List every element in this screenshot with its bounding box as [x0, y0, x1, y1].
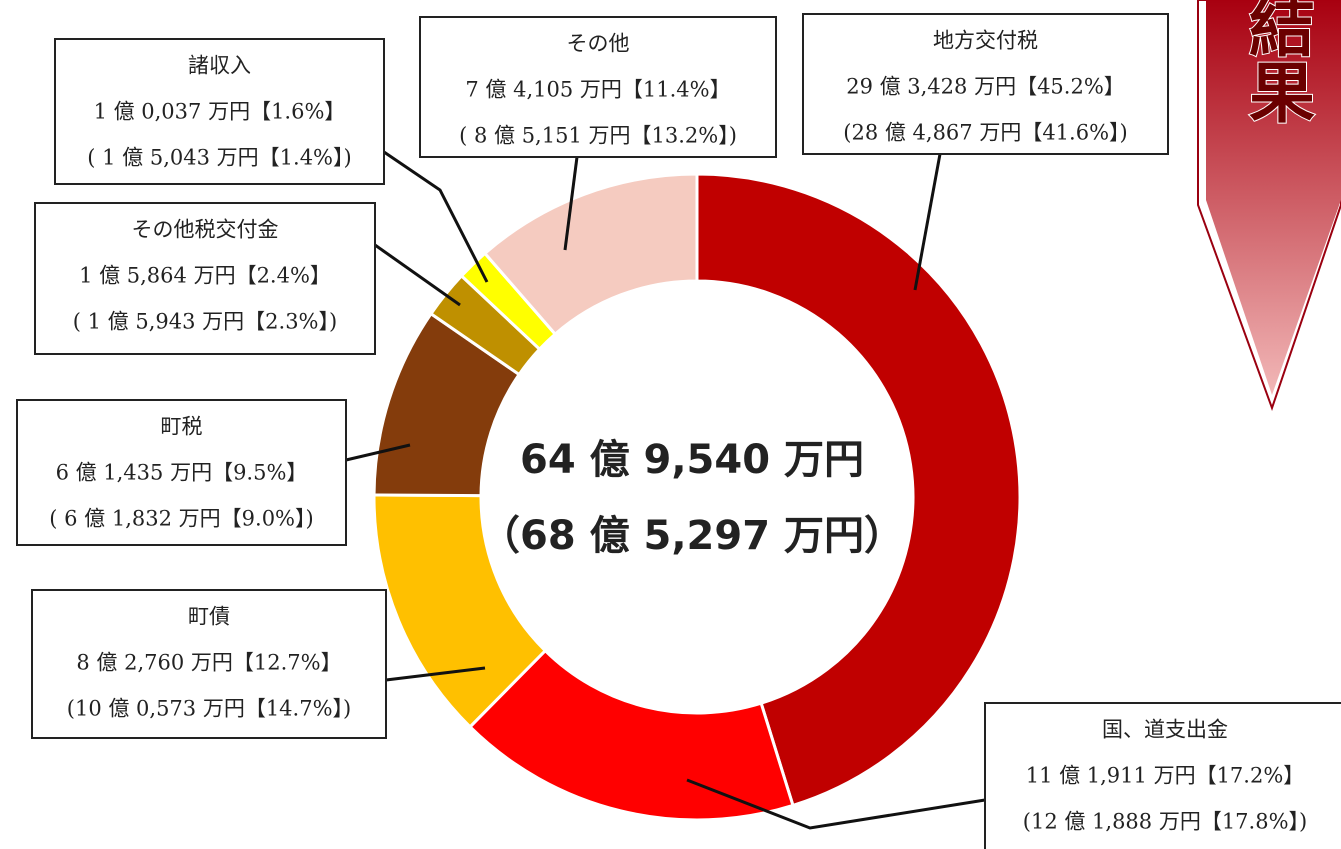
banner-text: 決算結果 — [1238, 0, 1315, 124]
slices — [374, 174, 1020, 820]
value-label: 29 億 3,428 万円【45.2%】 — [846, 75, 1125, 99]
previous-label: (28 億 4,867 万円【41.6%】) — [843, 121, 1127, 145]
label-box: その他税交付金 1 億 5,864 万円【2.4%】 ( 1 億 5,943 万円【… — [35, 203, 460, 354]
banner: 決算結果 — [1198, 0, 1341, 408]
category-label: 町税 — [161, 415, 203, 439]
value-label: 7 億 4,105 万円【11.4%】 — [465, 78, 730, 102]
category-label: 国、道支出金 — [1102, 718, 1228, 742]
center-label: 64 億 9,540 万円 — [520, 437, 864, 483]
previous-label: (12 億 1,888 万円【17.8%】) — [1023, 810, 1307, 834]
label-box: 町税 6 億 1,435 万円【9.5%】 ( 6 億 1,832 万円【9.0%】… — [17, 400, 410, 545]
category-label: 地方交付税 — [933, 29, 1038, 53]
category-label: 町債 — [188, 605, 230, 629]
previous-label: ( 8 億 5,151 万円【13.2%】) — [459, 124, 737, 148]
previous-label: (10 億 0,573 万円【14.7%】) — [67, 697, 351, 721]
value-label: 1 億 0,037 万円【1.6%】 — [94, 100, 346, 124]
center-label: （68 億 5,297 万円） — [480, 513, 904, 559]
category-label: その他 — [567, 32, 630, 56]
category-label: その他税交付金 — [132, 218, 279, 242]
value-label: 11 億 1,911 万円【17.2%】 — [1026, 764, 1305, 788]
category-label: 諸収入 — [188, 54, 251, 78]
value-label: 8 億 2,760 万円【12.7%】 — [76, 651, 341, 675]
previous-label: ( 1 億 5,043 万円【1.4%】) — [87, 146, 351, 170]
value-label: 6 億 1,435 万円【9.5%】 — [56, 461, 308, 485]
chart: 決算結果 64 億 9,540 万円 （68 億 5,297 万円） 地方交付税… — [0, 0, 1341, 849]
value-label: 1 億 5,864 万円【2.4%】 — [79, 264, 331, 288]
previous-label: ( 1 億 5,943 万円【2.3%】) — [73, 310, 337, 334]
leader-line — [375, 245, 460, 305]
previous-label: ( 6 億 1,832 万円【9.0%】) — [49, 507, 313, 531]
